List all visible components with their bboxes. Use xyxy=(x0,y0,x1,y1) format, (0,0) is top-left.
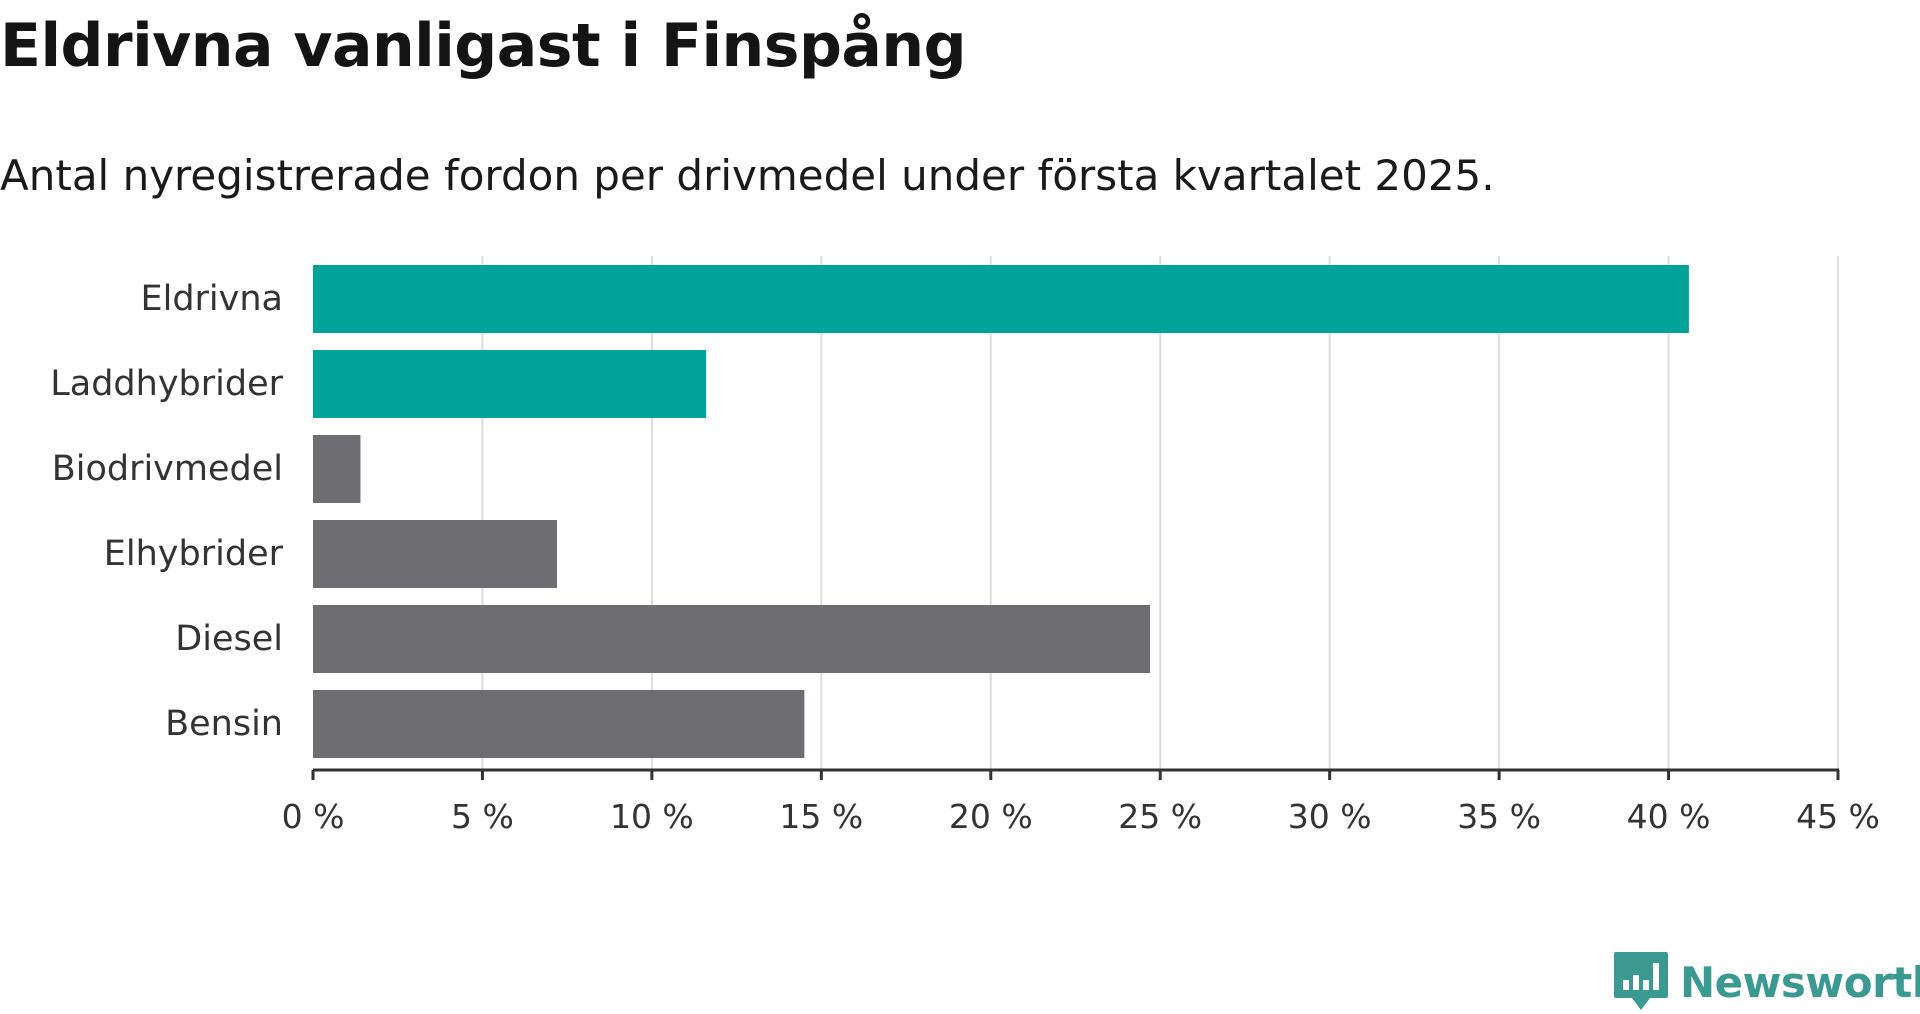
chart-title: Eldrivna vanligast i Finspång xyxy=(0,11,967,81)
bar-chart: Eldrivna Laddhybrider Biodrivmedel Elhybrid… xyxy=(50,256,1880,836)
bar xyxy=(313,690,805,758)
grid-lines xyxy=(481,256,1839,770)
category-label: Diesel xyxy=(175,619,283,659)
bar xyxy=(313,265,1689,333)
x-tick-label: 25 % xyxy=(1118,797,1202,836)
x-tick-label: 45 % xyxy=(1796,797,1880,836)
category-label: Laddhybrider xyxy=(50,364,283,404)
bars xyxy=(313,265,1689,758)
x-tick-label: 10 % xyxy=(610,797,694,836)
x-tick-label: 40 % xyxy=(1627,797,1711,836)
x-tick-label: 20 % xyxy=(949,797,1033,836)
category-label: Elhybrider xyxy=(104,534,284,574)
category-label: Eldrivna xyxy=(140,279,283,319)
brand-logo: Newsworthy xyxy=(1612,950,1920,1014)
category-label: Biodrivmedel xyxy=(52,449,283,489)
newsworthy-logo-icon xyxy=(1614,952,1668,1010)
x-axis: 0 % 5 % 10 % 15 % 20 % 25 % 30 % 35 % 40 % 45 % xyxy=(282,768,1880,836)
category-labels: Eldrivna Laddhybrider Biodrivmedel Elhybrid… xyxy=(50,279,283,744)
bar xyxy=(313,520,557,588)
x-tick-label: 35 % xyxy=(1457,797,1541,836)
x-tick-label: 0 % xyxy=(282,797,345,836)
category-label: Bensin xyxy=(165,704,283,744)
bar xyxy=(313,435,361,503)
bar xyxy=(313,350,707,418)
x-tick-label: 15 % xyxy=(779,797,863,836)
x-tick-label: 30 % xyxy=(1288,797,1372,836)
brand-name: Newsworthy xyxy=(1680,957,1920,1007)
bar xyxy=(313,605,1151,673)
chart-subtitle: Antal nyregistrerade fordon per drivmede… xyxy=(0,151,1495,200)
x-tick-label: 5 % xyxy=(451,797,514,836)
